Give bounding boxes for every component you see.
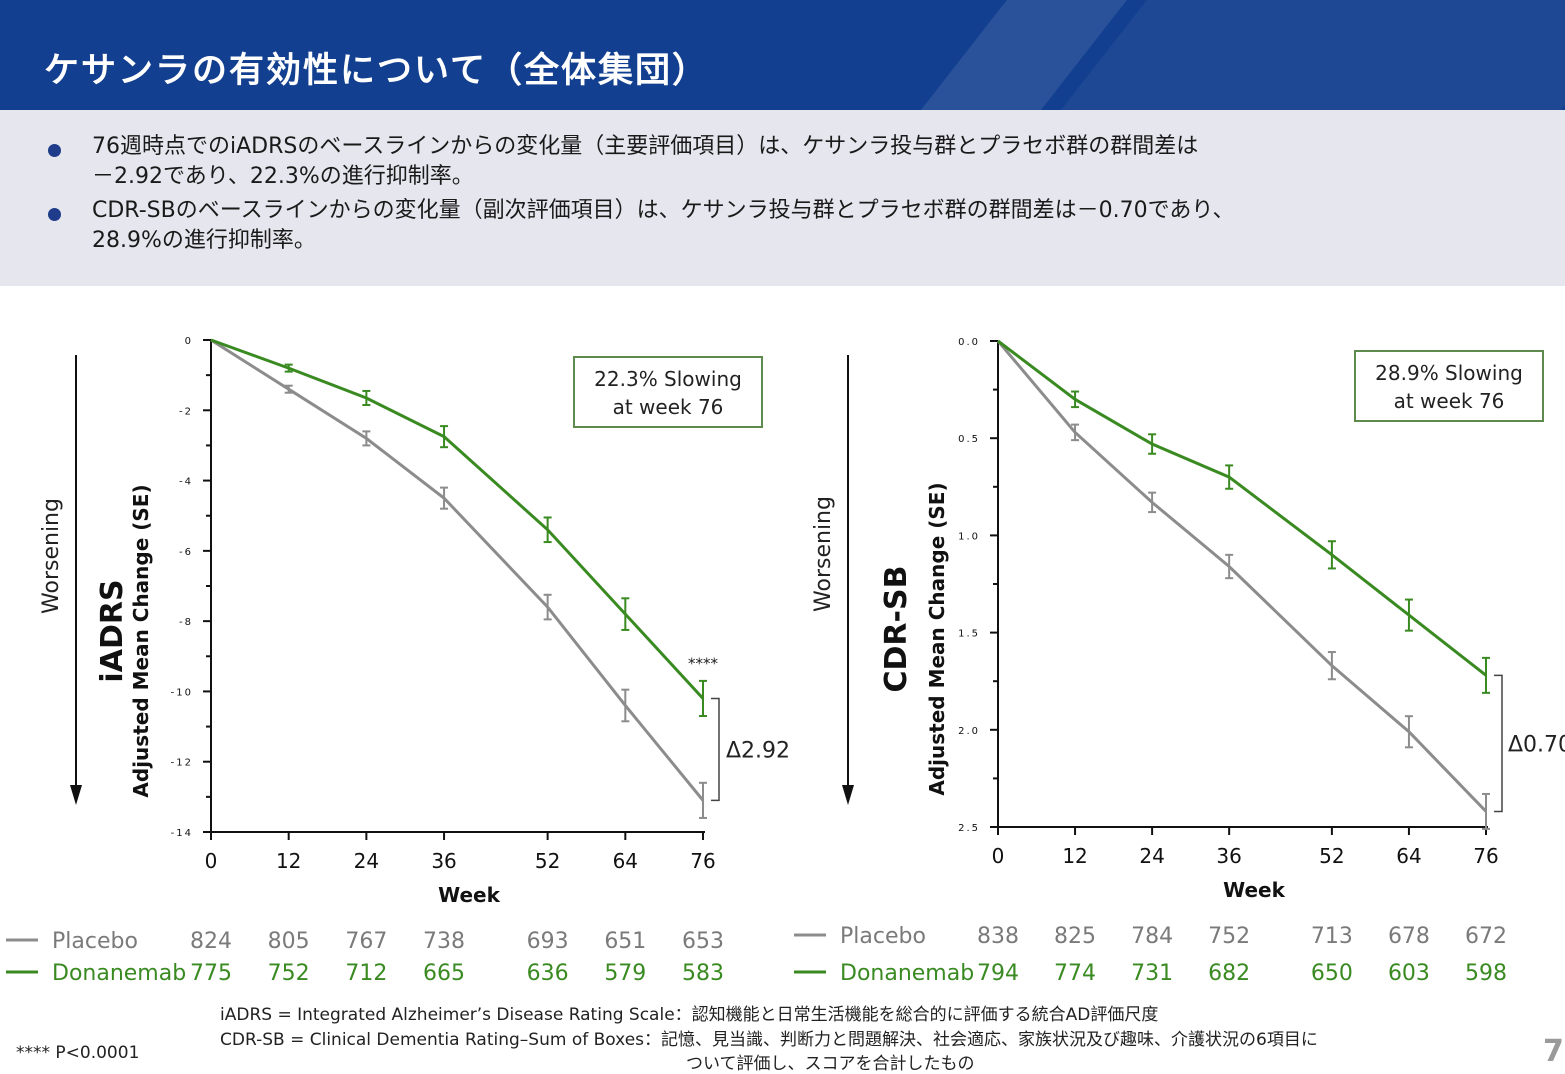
at-risk-count: 774 <box>1054 961 1096 986</box>
y-tick-label: -8 <box>179 617 193 628</box>
at-risk-count: 603 <box>1388 961 1430 986</box>
x-tick-label: 52 <box>535 849 560 873</box>
y-tick-label: 0 <box>185 336 193 347</box>
significance-stars: **** <box>688 654 719 672</box>
footnote-cdrsb-definition-cont: ついて評価し、スコアを合計したもの <box>686 1054 975 1074</box>
bullet-line: CDR-SBのベースラインからの変化量（副次評価項目）は、ケサンラ投与群とプラセ… <box>92 198 1235 223</box>
at-risk-count: 767 <box>345 929 387 954</box>
x-tick-label: 0 <box>992 844 1005 868</box>
x-tick-label: 24 <box>354 849 379 873</box>
x-tick-label: 64 <box>613 849 638 873</box>
y-tick-label: 0.5 <box>958 434 980 445</box>
y-tick-label: -14 <box>171 828 193 839</box>
x-tick-label: 0 <box>205 849 218 873</box>
at-risk-count: 805 <box>268 929 310 954</box>
at-risk-count: 731 <box>1131 961 1173 986</box>
legend-label: Donanemab <box>52 961 186 986</box>
bullet-line: 28.9%の進行抑制率。 <box>92 228 316 253</box>
y-tick-label: -2 <box>179 406 193 417</box>
y-tick-label: 0.0 <box>958 337 980 348</box>
y-tick-label: 1.0 <box>958 531 980 542</box>
x-tick-label: 76 <box>1473 844 1498 868</box>
at-risk-count: 693 <box>527 929 569 954</box>
footnote-cdrsb-definition: CDR-SB = Clinical Dementia Rating–Sum of… <box>220 1030 1318 1050</box>
charts-canvas: 0 -2 -4 -6 -8 -10 -12 -14 0 12 24 36 52 64 76 Week iADRS… <box>6 336 1565 986</box>
header-banner: ケサンラの有効性について（全体集団） <box>0 0 1565 110</box>
slowing-box-line2: at week 76 <box>613 395 724 419</box>
at-risk-count: 825 <box>1054 924 1096 949</box>
y-axis-subtitle: Adjusted Mean Change (SE) <box>925 482 949 795</box>
at-risk-count: 678 <box>1388 924 1430 949</box>
bullet-line: 76週時点でのiADRSのベースラインからの変化量（主要評価項目）は、ケサンラ投… <box>92 134 1199 159</box>
at-risk-count: 650 <box>1311 961 1353 986</box>
bullet-dot-icon <box>48 208 61 221</box>
footnote-iadrs-definition: iADRS = Integrated Alzheimer’s Disease R… <box>220 1005 1159 1025</box>
x-axis-title: Week <box>1223 878 1285 902</box>
slowing-box <box>573 356 763 428</box>
x-tick-label: 36 <box>431 849 456 873</box>
y-tick-label: 1.5 <box>958 629 980 640</box>
at-risk-count: 794 <box>977 961 1019 986</box>
x-tick-label: 24 <box>1139 844 1164 868</box>
x-tick-label: 12 <box>276 849 301 873</box>
x-tick-label: 76 <box>690 849 715 873</box>
slide-number: 7 <box>1543 1034 1564 1069</box>
cdrsb-chart: 0.0 0.5 1.0 1.5 2.0 2.5 0 12 24 36 52 64 76 Week CDR-S… <box>794 337 1565 986</box>
iadrs-chart: 0 -2 -4 -6 -8 -10 -12 -14 0 12 24 36 52 64 76 Week iADRS… <box>6 336 790 986</box>
delta-bracket <box>1494 674 1503 813</box>
at-risk-count: 713 <box>1311 924 1353 949</box>
y-tick-label: 2.0 <box>958 726 980 737</box>
y-axis-subtitle: Adjusted Mean Change (SE) <box>129 484 153 797</box>
x-tick-label: 36 <box>1216 844 1241 868</box>
y-axis-title: CDR-SB <box>879 566 914 693</box>
slowing-box-line1: 22.3% Slowing <box>594 367 742 391</box>
at-risk-count: 653 <box>682 929 724 954</box>
at-risk-count: 752 <box>268 961 310 986</box>
at-risk-count: 682 <box>1208 961 1250 986</box>
x-tick-label: 12 <box>1062 844 1087 868</box>
legend-label: Donanemab <box>840 961 974 986</box>
y-tick-label: -10 <box>171 687 193 698</box>
at-risk-count: 738 <box>423 929 465 954</box>
x-tick-label: 52 <box>1319 844 1344 868</box>
slowing-box-line2: at week 76 <box>1394 389 1505 413</box>
at-risk-count: 775 <box>190 961 232 986</box>
slowing-box-line1: 28.9% Slowing <box>1375 361 1523 385</box>
delta-label: Δ0.70 <box>1508 732 1565 757</box>
at-risk-count: 672 <box>1465 924 1507 949</box>
bullet-dot-icon <box>48 144 61 157</box>
at-risk-count: 824 <box>190 929 232 954</box>
y-axis-title: iADRS <box>95 579 130 682</box>
y-tick-label: -4 <box>179 477 193 488</box>
delta-bracket <box>711 697 720 802</box>
at-risk-count: 636 <box>527 961 569 986</box>
at-risk-count: 838 <box>977 924 1019 949</box>
at-risk-count: 712 <box>345 961 387 986</box>
footnote-pvalue: **** P<0.0001 <box>16 1043 140 1063</box>
worsening-label: Worsening <box>39 498 64 614</box>
at-risk-count: 583 <box>682 961 724 986</box>
page-title: ケサンラの有効性について（全体集団） <box>44 51 709 91</box>
legend-label: Placebo <box>52 929 138 954</box>
x-axis-title: Week <box>438 883 500 907</box>
delta-label: Δ2.92 <box>726 738 790 763</box>
worsening-label: Worsening <box>811 496 836 612</box>
x-tick-label: 64 <box>1396 844 1421 868</box>
bullet-line: －2.92であり、22.3%の進行抑制率。 <box>92 164 474 189</box>
y-tick-label: -12 <box>171 758 193 769</box>
at-risk-count: 665 <box>423 961 465 986</box>
at-risk-count: 598 <box>1465 961 1507 986</box>
at-risk-count: 752 <box>1208 924 1250 949</box>
summary-box: 76週時点でのiADRSのベースラインからの変化量（主要評価項目）は、ケサンラ投… <box>0 110 1565 286</box>
at-risk-count: 579 <box>604 961 646 986</box>
y-tick-label: 2.5 <box>958 823 980 834</box>
at-risk-count: 651 <box>604 929 646 954</box>
y-tick-label: -6 <box>179 547 193 558</box>
legend-label: Placebo <box>840 924 926 949</box>
slowing-box <box>1354 350 1544 422</box>
at-risk-count: 784 <box>1131 924 1173 949</box>
